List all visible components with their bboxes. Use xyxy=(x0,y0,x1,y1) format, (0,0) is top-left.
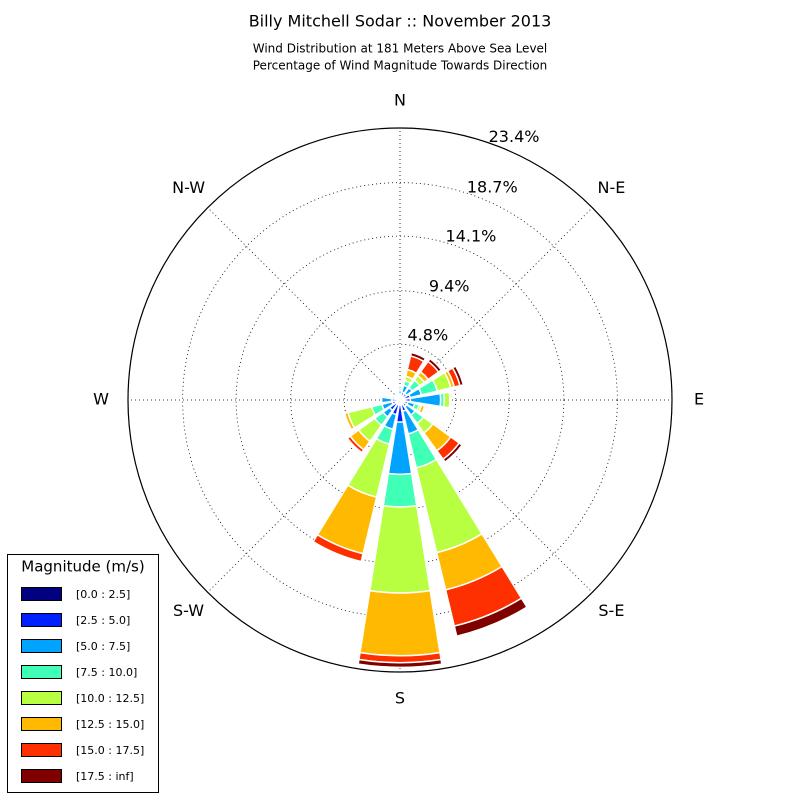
direction-label: E xyxy=(694,390,704,409)
direction-label: N xyxy=(394,91,406,110)
wedge-segment xyxy=(426,357,443,374)
legend-label: [7.5 : 10.0] xyxy=(76,666,137,679)
wedge-segment xyxy=(391,395,394,399)
grid-spoke xyxy=(207,399,401,593)
grid-ring xyxy=(290,290,510,510)
grid-ring xyxy=(343,343,457,457)
legend-swatch xyxy=(21,769,62,783)
direction-label: N-E xyxy=(597,178,625,197)
legend-swatch xyxy=(21,639,62,653)
direction-label: S-E xyxy=(598,601,624,620)
legend-label: [10.0 : 12.5] xyxy=(76,692,144,705)
wedge-segment xyxy=(368,504,432,594)
plot-area: 4.8% 9.4% 14.1% 18.7% 23.4% N N-E E S-E S S-W W N-W xyxy=(93,91,704,708)
legend-label: [17.5 : inf] xyxy=(76,770,134,783)
wedge-segment xyxy=(394,394,398,398)
legend-swatch xyxy=(21,717,62,731)
legend-swatch xyxy=(21,587,62,601)
chart-title: Billy Mitchell Sodar :: November 2013 xyxy=(249,12,552,31)
grid-spoke xyxy=(207,207,401,401)
wedge-segment xyxy=(441,441,464,464)
r-tick-label: 9.4% xyxy=(429,276,470,295)
legend-swatch xyxy=(21,743,62,757)
grid-ring xyxy=(235,235,565,565)
legend-label: [0.0 : 2.5] xyxy=(76,588,130,601)
r-tick-label: 18.7% xyxy=(467,177,518,196)
direction-label: S-W xyxy=(173,601,204,620)
legend-title: Magnitude (m/s) xyxy=(21,558,144,576)
outer-circle xyxy=(127,127,673,673)
wedge-segment xyxy=(397,394,400,397)
chart-subtitle: Percentage of Wind Magnitude Towards Dir… xyxy=(253,59,547,73)
wedge-segment xyxy=(451,364,465,387)
wedge-segment xyxy=(453,597,528,638)
legend-label: [15.0 : 17.5] xyxy=(76,744,144,757)
grid-spoke xyxy=(399,207,593,401)
r-tick-label: 23.4% xyxy=(489,127,540,146)
grid-ring xyxy=(182,182,618,618)
r-tick-label: 4.8% xyxy=(408,325,449,344)
legend-swatch xyxy=(21,665,62,679)
legend-swatch xyxy=(21,613,62,627)
r-tick-label: 14.1% xyxy=(446,226,497,245)
wedge-segment xyxy=(382,472,418,508)
wedge-segment xyxy=(409,351,427,363)
grid-spoke xyxy=(399,399,593,593)
legend-swatch xyxy=(21,691,62,705)
direction-label: W xyxy=(93,390,109,409)
legend-label: [5.0 : 7.5] xyxy=(76,640,130,653)
chart-subtitle: Wind Distribution at 181 Meters Above Se… xyxy=(253,42,548,56)
wedge-segment xyxy=(312,541,362,563)
legend-label: [12.5 : 15.0] xyxy=(76,718,144,731)
wedge-segment xyxy=(359,589,441,657)
legend: Magnitude (m/s) [0.0 : 2.5] [2.5 : 5.0] [5… xyxy=(7,554,159,793)
legend-label: [2.5 : 5.0] xyxy=(76,614,130,627)
direction-label: N-W xyxy=(172,178,205,197)
wedge-segment xyxy=(380,396,393,404)
direction-label: S xyxy=(395,689,405,708)
wedge-segment xyxy=(448,392,451,408)
wedge-segment xyxy=(357,658,443,669)
